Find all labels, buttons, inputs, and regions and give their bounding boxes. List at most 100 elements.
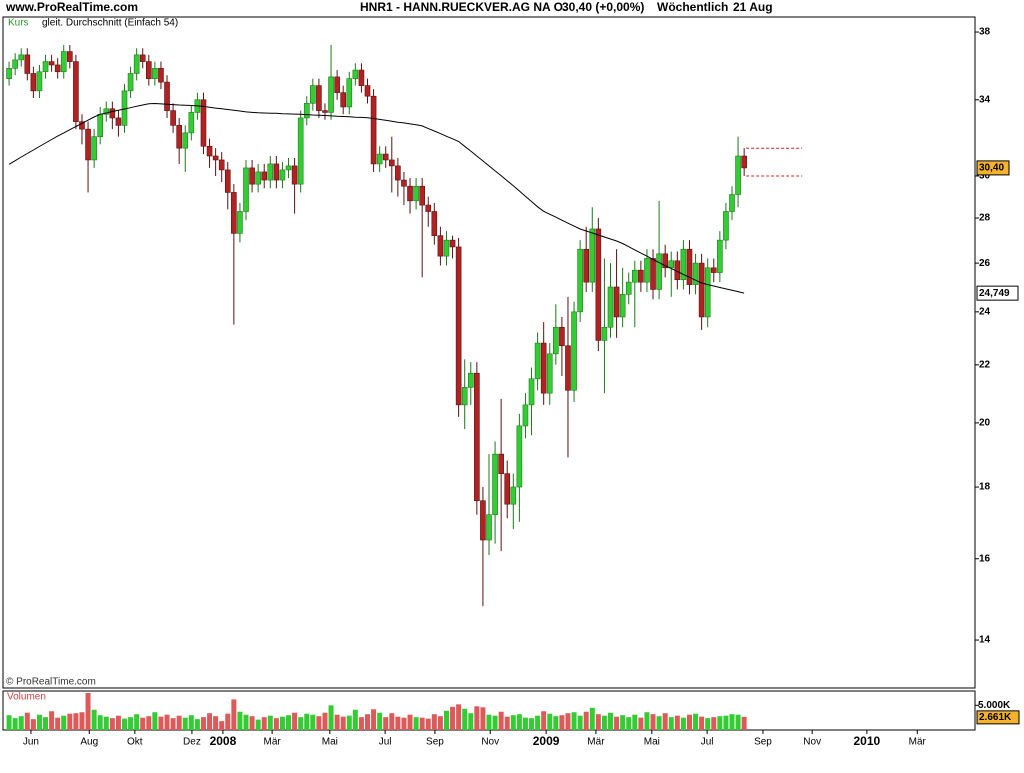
x-tick-label: 2009 bbox=[533, 734, 560, 748]
candle-body bbox=[42, 61, 49, 73]
volume-bar bbox=[547, 713, 553, 730]
volume-bar bbox=[176, 715, 182, 730]
volume-bar bbox=[182, 717, 188, 730]
volume-bar bbox=[589, 707, 595, 730]
candle-body bbox=[133, 54, 140, 74]
candle-body bbox=[231, 192, 237, 234]
volume-bar bbox=[207, 713, 213, 730]
volume-bar bbox=[686, 714, 692, 730]
volume-bar bbox=[516, 714, 522, 730]
volume-bar bbox=[286, 715, 292, 730]
candle-body bbox=[680, 248, 687, 281]
volume-bar bbox=[407, 714, 413, 730]
volume-bar bbox=[158, 716, 164, 730]
volume-bar bbox=[365, 714, 370, 730]
volume-bar bbox=[741, 716, 747, 730]
candle-body bbox=[686, 248, 693, 285]
volume-bar bbox=[267, 715, 273, 730]
candle-body bbox=[437, 235, 444, 257]
candle-body bbox=[522, 404, 529, 427]
volume-bar bbox=[614, 716, 620, 730]
candle-body bbox=[723, 211, 729, 241]
y-tick-label: 30 bbox=[979, 171, 991, 182]
volume-bar bbox=[711, 717, 717, 730]
candle-body bbox=[54, 64, 61, 73]
volume-bar bbox=[346, 715, 352, 730]
volume-bar bbox=[128, 717, 134, 730]
volume-bar bbox=[188, 715, 194, 730]
volume-bar bbox=[140, 717, 146, 730]
candle-body bbox=[249, 167, 255, 185]
candle-body bbox=[668, 260, 675, 269]
candle-body bbox=[139, 54, 146, 62]
volume-bar bbox=[146, 716, 152, 730]
candle-body bbox=[644, 258, 650, 283]
volume-bar bbox=[328, 705, 334, 730]
candle-body bbox=[401, 179, 407, 187]
candle-body bbox=[18, 54, 25, 61]
candle-body bbox=[115, 117, 122, 126]
volume-bar bbox=[705, 718, 711, 730]
y-tick-label: 18 bbox=[979, 482, 991, 493]
candle-body bbox=[534, 342, 541, 380]
volume-bar bbox=[522, 717, 528, 730]
volume-bar bbox=[225, 713, 231, 730]
volume-bar bbox=[541, 711, 547, 730]
candle-body bbox=[6, 68, 12, 79]
last-volume-box bbox=[976, 710, 1020, 725]
volume-bar bbox=[249, 716, 255, 730]
candle-body bbox=[528, 378, 535, 406]
candle-body bbox=[461, 387, 468, 406]
volume-bar bbox=[91, 709, 97, 730]
volume-bar bbox=[468, 713, 474, 730]
date: 21 Aug bbox=[733, 0, 773, 14]
candle-body bbox=[717, 239, 723, 273]
volume-bar bbox=[200, 717, 206, 730]
volume-bar bbox=[699, 716, 705, 730]
candle-body bbox=[334, 76, 340, 93]
volume-bar bbox=[97, 715, 103, 730]
candle-body bbox=[607, 286, 614, 328]
volume-bar bbox=[164, 714, 170, 730]
candle-body bbox=[546, 353, 553, 394]
volume-bar bbox=[67, 713, 73, 730]
volume-bar bbox=[273, 718, 279, 730]
candle-body bbox=[218, 159, 225, 171]
copyright: © ProRealTime.com bbox=[6, 677, 96, 688]
candle-body bbox=[449, 239, 456, 248]
quote: 30,40 (+0,00%) bbox=[562, 0, 644, 14]
candle-body bbox=[631, 269, 638, 283]
candle-body bbox=[364, 85, 371, 97]
overlay-legend: gleit. Durchschnitt (Einfach 54) bbox=[42, 18, 178, 29]
volume-bar bbox=[529, 718, 535, 730]
candle-body bbox=[176, 125, 182, 149]
x-tick-label: Mai bbox=[644, 737, 660, 748]
candle-body bbox=[516, 425, 523, 488]
volume-bar bbox=[24, 712, 30, 730]
volume-bar bbox=[674, 715, 680, 730]
x-tick-label: Nov bbox=[481, 737, 499, 748]
candle-body bbox=[291, 165, 298, 185]
volume-bar bbox=[693, 713, 699, 730]
candle-body bbox=[467, 372, 474, 388]
candle-body bbox=[540, 342, 547, 394]
candle-body bbox=[583, 248, 590, 283]
volume-bar bbox=[389, 713, 395, 730]
volume-bar bbox=[170, 718, 176, 730]
volume-bar bbox=[49, 711, 55, 730]
volume-bar bbox=[595, 714, 601, 730]
volume-bar bbox=[656, 716, 662, 730]
candle-body bbox=[656, 253, 662, 290]
volume-bar bbox=[492, 715, 498, 730]
x-tick-label: 2010 bbox=[854, 734, 881, 748]
volume-bar bbox=[504, 716, 510, 730]
volume-bar bbox=[601, 715, 607, 730]
candle-body bbox=[419, 185, 425, 206]
volume-bar bbox=[638, 717, 644, 730]
volume-bar bbox=[36, 714, 42, 730]
volume-bar bbox=[371, 709, 377, 730]
volume-bar bbox=[680, 717, 686, 730]
candle-body bbox=[91, 136, 97, 161]
volume-bar bbox=[310, 714, 316, 730]
candle-body bbox=[103, 108, 110, 115]
